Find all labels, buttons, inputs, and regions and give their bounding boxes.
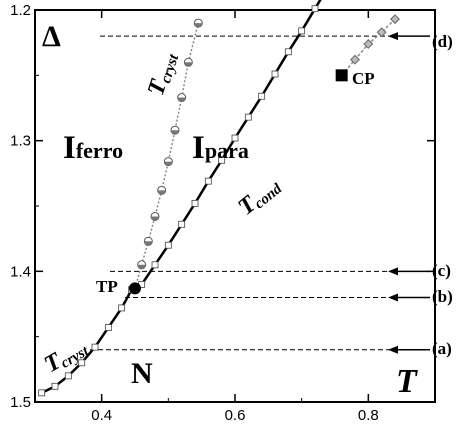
ref-label-a: (a) <box>432 339 452 358</box>
region-label-ferro: Iferro <box>63 130 123 166</box>
curve-label-tcond: Tcond <box>233 172 285 221</box>
tcond-point <box>38 389 46 397</box>
series-layer <box>38 0 400 397</box>
tcryst-point-fill <box>177 97 186 102</box>
y-tick-label: 1.3 <box>10 133 31 150</box>
reference-arrow-head <box>388 293 398 302</box>
curve-label-tcryst-lower: Tcryst <box>40 333 92 379</box>
tcond-point <box>104 324 112 331</box>
ref-label-b: (b) <box>432 287 453 306</box>
tcond-point <box>298 27 306 35</box>
y-tick-label: 1.5 <box>10 394 31 411</box>
tcond-point <box>258 92 266 100</box>
x-tick-label: 0.4 <box>91 407 112 424</box>
tcryst-point-fill <box>137 264 146 269</box>
y-tick-label: 1.2 <box>10 2 31 19</box>
tcryst-point-fill <box>151 216 159 221</box>
x-tick-label: 0.6 <box>225 407 246 424</box>
plot-frame <box>34 9 436 403</box>
region-label-n: N <box>131 357 153 390</box>
continuation-point <box>363 39 374 49</box>
triple-point-marker <box>129 282 141 295</box>
curve-label-tcryst-upper: Tcryst <box>143 48 182 99</box>
continuation-point <box>390 14 400 25</box>
marker-layer <box>129 69 348 295</box>
tcond-point <box>191 199 199 207</box>
tcryst-point-fill <box>194 23 203 28</box>
tcond-point <box>204 177 212 185</box>
region-label-para: Ipara <box>192 130 249 166</box>
y-tick-label: 1.4 <box>10 263 31 280</box>
reference-arrow-head <box>388 345 398 354</box>
tick-layer: 0.4 0.6 0.8 1.2 1.3 1.4 1.5 <box>10 2 436 424</box>
tcryst-point-fill <box>164 161 173 166</box>
tcryst-point-fill <box>184 62 193 67</box>
ref-label-c: (c) <box>432 261 451 280</box>
tcond-point <box>164 241 172 249</box>
tcond-point <box>231 134 239 142</box>
x-axis-symbol: T <box>396 363 418 400</box>
tcryst-point-fill <box>144 241 153 246</box>
tcond-point <box>244 113 252 121</box>
tcond-line <box>41 0 322 394</box>
tcryst-line <box>134 22 200 289</box>
tcond-point <box>311 5 319 13</box>
cp-label: CP <box>352 69 375 88</box>
reference-arrow-head <box>388 32 398 41</box>
reference-arrow-head <box>388 267 398 276</box>
reference-lines <box>90 32 430 354</box>
continuation-point <box>350 54 360 65</box>
tcond-point <box>91 343 99 351</box>
tcond-point <box>218 156 226 164</box>
critical-point-marker <box>335 69 348 82</box>
tcond-point <box>118 304 126 312</box>
ref-label-d: (d) <box>432 32 453 51</box>
tcond-point <box>151 261 159 269</box>
tcond-point <box>51 382 59 390</box>
tcond-point <box>271 70 279 78</box>
tcryst-point-fill <box>157 190 166 195</box>
tcond-point <box>178 220 186 228</box>
tcond-point <box>284 48 292 56</box>
tp-label: TP <box>96 277 118 296</box>
continuation-point <box>376 27 387 38</box>
tcond-point <box>78 359 86 367</box>
y-axis-symbol: Δ <box>42 20 61 53</box>
tcryst-point-fill <box>171 130 179 135</box>
x-tick-label: 0.8 <box>358 407 379 424</box>
tcond-point <box>64 372 72 380</box>
